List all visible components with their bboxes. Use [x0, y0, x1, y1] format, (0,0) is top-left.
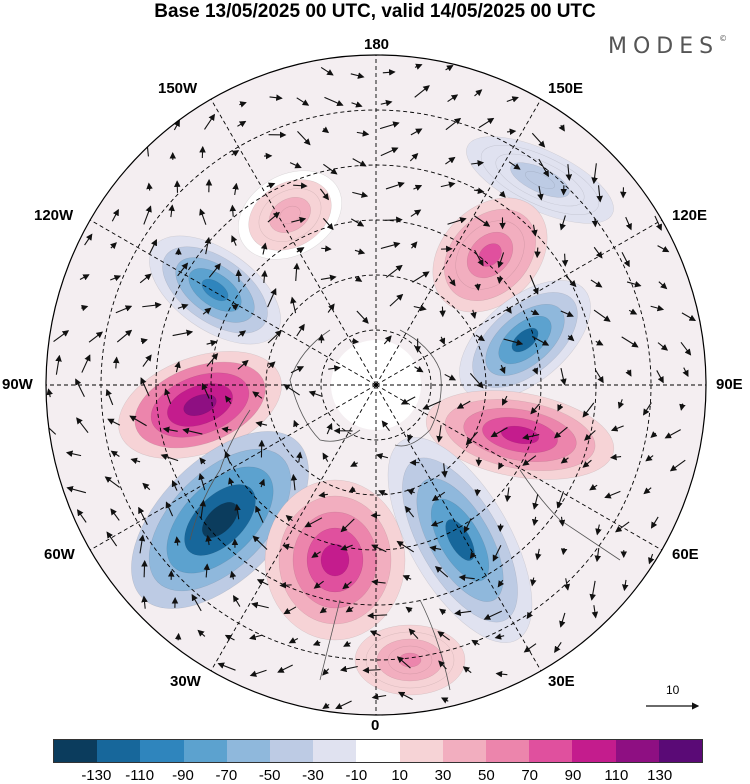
wind-arrow: [477, 489, 478, 495]
colorbar-tick-label: -130: [81, 767, 111, 784]
colorbar-tick-label: -70: [215, 767, 237, 784]
colorbar-tick-label: 10: [391, 767, 408, 784]
colorbar-tick-label: 50: [478, 767, 495, 784]
colorbar-swatch: [529, 740, 572, 762]
colorbar-swatch: [659, 740, 702, 762]
center-15W-positive: [265, 480, 405, 640]
colorbar-swatch: [572, 740, 615, 762]
wind-arrow: [595, 218, 596, 226]
colorbar-tick-label: -50: [259, 767, 281, 784]
colorbar-tick-label: 30: [435, 767, 452, 784]
colorbar-swatch: [97, 740, 140, 762]
lon-label-150e: 150E: [548, 80, 583, 97]
colorbar-swatch: [400, 740, 443, 762]
wind-arrow: [144, 561, 145, 577]
lon-label-90w: 90W: [2, 376, 33, 393]
vector-scale-label: 10: [666, 683, 679, 697]
wind-arrow: [537, 248, 538, 257]
colorbar-swatch: [616, 740, 659, 762]
colorbar-tick-label: -30: [302, 767, 324, 784]
colorbar-swatch: [140, 740, 183, 762]
colorbar-swatch: [486, 740, 529, 762]
colorbar-tick-label: 110: [604, 767, 628, 784]
colorbar-swatch: [184, 740, 227, 762]
colorbar-tick-label: -110: [125, 767, 154, 784]
lon-label-120w: 120W: [34, 207, 73, 224]
lon-label-90e: 90E: [716, 376, 743, 393]
colorbar-swatch: [270, 740, 313, 762]
colorbar-labels: -130 -110 -90 -70 -50 -30 -10 10 30 50 70 90 110 130: [0, 767, 750, 783]
colorbar-tick-label: -10: [345, 767, 367, 784]
wind-arrow: [238, 271, 239, 282]
colorbar-tick-label: 70: [521, 767, 538, 784]
colorbar-tick-label: -90: [172, 767, 194, 784]
lon-label-30e: 30E: [548, 673, 575, 690]
lon-label-60w: 60W: [44, 546, 75, 563]
colorbar-swatch: [313, 740, 356, 762]
wind-arrow: [565, 254, 566, 266]
lon-label-150w: 150W: [158, 80, 197, 97]
colorbar-tick-label: 130: [647, 767, 672, 784]
lon-label-120e: 120E: [672, 207, 707, 224]
polar-map: [0, 0, 750, 735]
colorbar-tick-label: 90: [565, 767, 582, 784]
lon-label-180: 180: [364, 36, 389, 53]
wind-arrow: [385, 220, 401, 221]
colorbar-swatch: [227, 740, 270, 762]
lon-label-30w: 30W: [170, 673, 201, 690]
lon-label-0: 0: [371, 717, 379, 734]
colorbar-swatch: [54, 740, 97, 762]
colorbar-swatch: [443, 740, 486, 762]
lon-label-60e: 60E: [672, 546, 699, 563]
colorbar: [53, 739, 703, 763]
colorbar-swatch: [356, 740, 399, 762]
wind-arrow: [352, 341, 358, 342]
wind-arrow: [281, 585, 292, 586]
